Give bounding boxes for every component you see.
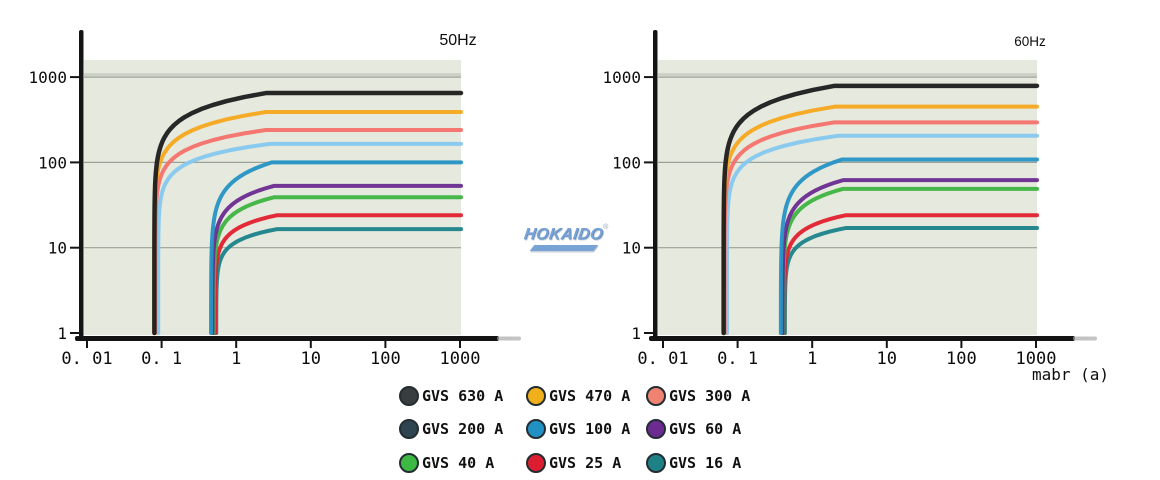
legend-label: GVS 300 A [669, 387, 751, 405]
legend-swatch-icon [526, 419, 546, 439]
legend-swatch-icon [399, 453, 419, 473]
curve-gvs-100-a-50hz [209, 160, 463, 335]
legend-item-gvs-300-a: GVS 300 A [646, 385, 750, 407]
x-tick-label: 0. 1 [141, 349, 182, 369]
legend-label: GVS 16 A [669, 454, 742, 472]
x-tick-label: 0. 01 [61, 349, 112, 369]
legend-swatch-icon [646, 419, 666, 439]
legend-item-gvs-40-a: GVS 40 A [399, 452, 494, 474]
legend-label: GVS 40 A [422, 454, 495, 472]
legend-label: GVS 100 A [549, 420, 631, 438]
curve-gvs-100-a-60hz [778, 157, 1039, 335]
y-axis [653, 30, 658, 341]
x-axis [75, 336, 499, 341]
y-tick-label: 1000 [28, 68, 67, 87]
hokaido-logo-underline [529, 245, 599, 251]
y-tick-label: 100 [38, 153, 67, 172]
x-tick-label: 1 [807, 349, 817, 369]
y-tick-label: 1000 [602, 68, 641, 87]
y-tick-label: 1 [631, 324, 641, 343]
legend-swatch-icon [399, 386, 419, 406]
legend-label: GVS 60 A [669, 420, 742, 438]
hokaido-logo-text: HOKAIDO [522, 226, 605, 243]
legend-label: GVS 200 A [422, 420, 504, 438]
x-tick-label: 1000 [1016, 349, 1057, 369]
legend-swatch-icon [526, 386, 546, 406]
legend-item-gvs-100-a: GVS 100 A [526, 418, 630, 440]
gridline-band-1000 [658, 73, 1037, 77]
curve-gvs-630-a-60hz [721, 83, 1040, 336]
chart-title-50hz: 50Hz [439, 32, 477, 49]
x-tick-label: 100 [370, 349, 401, 369]
y-axis [79, 30, 84, 341]
legend-item-gvs-630-a: GVS 630 A [399, 385, 503, 407]
y-tick-label: 100 [612, 153, 641, 172]
hokaido-logo: HOKAIDO® [522, 224, 624, 266]
x-axis-fade [1073, 336, 1097, 341]
gridline-band-1000 [84, 73, 461, 77]
legend-item-gvs-200-a: GVS 200 A [399, 418, 503, 440]
x-tick-label: 1000 [440, 349, 481, 369]
x-axis-fade [497, 336, 521, 341]
x-axis [649, 336, 1075, 341]
curve-gvs-200-a-50hz [156, 141, 463, 335]
x-tick-label: 10 [877, 349, 897, 369]
x-tick-label: 100 [946, 349, 977, 369]
registered-trademark-icon: ® [603, 224, 609, 231]
y-tick-label: 10 [48, 239, 67, 258]
x-tick-label: 0. 1 [717, 349, 758, 369]
legend-label: GVS 630 A [422, 387, 504, 405]
curve-gvs-200-a-60hz [724, 133, 1039, 335]
chart-title-60hz: 60Hz [1014, 34, 1046, 49]
x-tick-label: 10 [301, 349, 321, 369]
legend-item-gvs-470-a: GVS 470 A [526, 385, 630, 407]
legend-swatch-icon [526, 453, 546, 473]
curve-gvs-630-a-50hz [152, 90, 464, 336]
x-axis-unit-label: mabr (a) [1032, 365, 1110, 384]
legend-swatch-icon [399, 419, 419, 439]
legend-label: GVS 25 A [549, 454, 622, 472]
legend-swatch-icon [646, 386, 666, 406]
x-tick-label: 1 [231, 349, 241, 369]
legend-item-gvs-60-a: GVS 60 A [646, 418, 741, 440]
x-tick-label: 0. 01 [637, 349, 688, 369]
legend-label: GVS 470 A [549, 387, 631, 405]
plot-background [658, 60, 1037, 335]
legend-item-gvs-16-a: GVS 16 A [646, 452, 741, 474]
legend-swatch-icon [646, 453, 666, 473]
y-tick-label: 1 [57, 324, 67, 343]
y-tick-label: 10 [622, 239, 641, 258]
legend-item-gvs-25-a: GVS 25 A [526, 452, 621, 474]
